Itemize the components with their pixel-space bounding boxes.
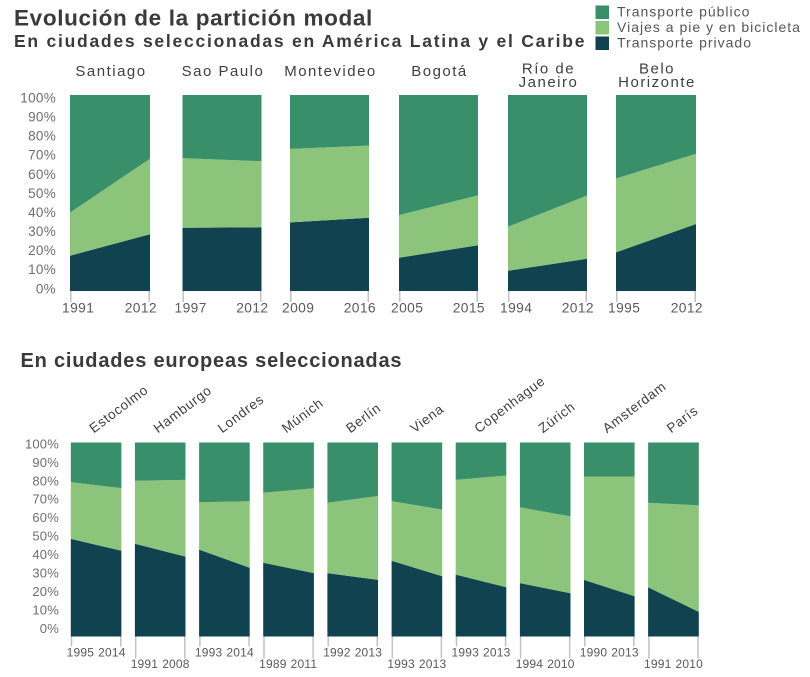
svg-text:En ciudades seleccionadas en A: En ciudades seleccionadas en América Lat… — [14, 31, 586, 51]
svg-text:90%: 90% — [32, 455, 59, 470]
svg-text:2005: 2005 — [391, 301, 423, 316]
svg-text:Sao Paulo: Sao Paulo — [182, 63, 265, 80]
svg-text:1991: 1991 — [131, 657, 159, 671]
svg-text:40%: 40% — [32, 547, 59, 562]
svg-text:2008: 2008 — [162, 657, 190, 671]
svg-text:2012: 2012 — [236, 301, 268, 316]
svg-text:1993: 1993 — [195, 646, 223, 660]
svg-text:1993: 1993 — [387, 657, 415, 671]
svg-text:20%: 20% — [32, 584, 59, 599]
svg-text:1991: 1991 — [644, 657, 672, 671]
svg-text:2013: 2013 — [611, 646, 639, 660]
svg-text:En ciudades europeas seleccion: En ciudades europeas seleccionadas — [21, 350, 403, 372]
svg-text:100%: 100% — [25, 436, 59, 451]
svg-text:0%: 0% — [40, 621, 59, 636]
svg-text:Evolución de la partición moda: Evolución de la partición modal — [14, 6, 373, 31]
svg-text:2015: 2015 — [453, 301, 485, 316]
svg-text:Bogotá: Bogotá — [411, 63, 468, 80]
svg-text:60%: 60% — [28, 167, 56, 182]
svg-text:70%: 70% — [32, 492, 59, 507]
svg-text:60%: 60% — [32, 510, 59, 525]
svg-text:90%: 90% — [28, 110, 56, 125]
svg-text:10%: 10% — [28, 262, 56, 277]
svg-text:2011: 2011 — [291, 657, 318, 671]
svg-text:2010: 2010 — [676, 657, 704, 671]
svg-text:1995: 1995 — [67, 646, 95, 660]
svg-text:1995: 1995 — [608, 301, 640, 316]
svg-text:30%: 30% — [32, 566, 59, 581]
svg-text:2012: 2012 — [671, 301, 703, 316]
svg-text:2014: 2014 — [226, 646, 254, 660]
svg-text:1990: 1990 — [580, 646, 608, 660]
svg-text:1992: 1992 — [323, 646, 351, 660]
svg-text:Belo: Belo — [639, 61, 675, 78]
svg-text:Montevideo: Montevideo — [284, 63, 377, 80]
svg-text:50%: 50% — [28, 186, 56, 201]
svg-text:100%: 100% — [20, 90, 56, 105]
svg-text:2013: 2013 — [355, 646, 383, 660]
svg-text:Río de: Río de — [522, 61, 575, 78]
svg-text:Viajes a pie y en bicicleta: Viajes a pie y en bicicleta — [617, 19, 801, 35]
svg-text:1994: 1994 — [516, 657, 544, 671]
svg-text:10%: 10% — [32, 602, 59, 617]
svg-text:Transporte público: Transporte público — [617, 4, 750, 20]
svg-text:1997: 1997 — [175, 301, 207, 316]
svg-text:1989: 1989 — [259, 657, 287, 671]
svg-text:Transporte privado: Transporte privado — [617, 35, 752, 51]
svg-text:2013: 2013 — [483, 646, 511, 660]
svg-text:1993: 1993 — [452, 646, 480, 660]
svg-text:0%: 0% — [36, 281, 56, 296]
svg-text:2012: 2012 — [562, 301, 594, 316]
svg-text:20%: 20% — [28, 243, 56, 258]
svg-text:Santiago: Santiago — [75, 63, 146, 80]
svg-text:2009: 2009 — [282, 301, 314, 316]
svg-text:50%: 50% — [32, 529, 59, 544]
svg-text:2010: 2010 — [547, 657, 575, 671]
svg-text:2016: 2016 — [344, 301, 376, 316]
svg-text:30%: 30% — [28, 224, 56, 239]
svg-text:1994: 1994 — [500, 301, 532, 316]
svg-text:Horizonte: Horizonte — [618, 74, 696, 91]
svg-text:80%: 80% — [28, 129, 56, 144]
svg-text:70%: 70% — [28, 148, 56, 163]
svg-text:2012: 2012 — [125, 301, 157, 316]
svg-text:40%: 40% — [28, 205, 56, 220]
svg-text:2013: 2013 — [419, 657, 447, 671]
svg-text:1991: 1991 — [62, 301, 94, 316]
svg-text:80%: 80% — [32, 473, 59, 488]
svg-text:2014: 2014 — [98, 646, 126, 660]
svg-text:Janeiro: Janeiro — [519, 74, 579, 91]
